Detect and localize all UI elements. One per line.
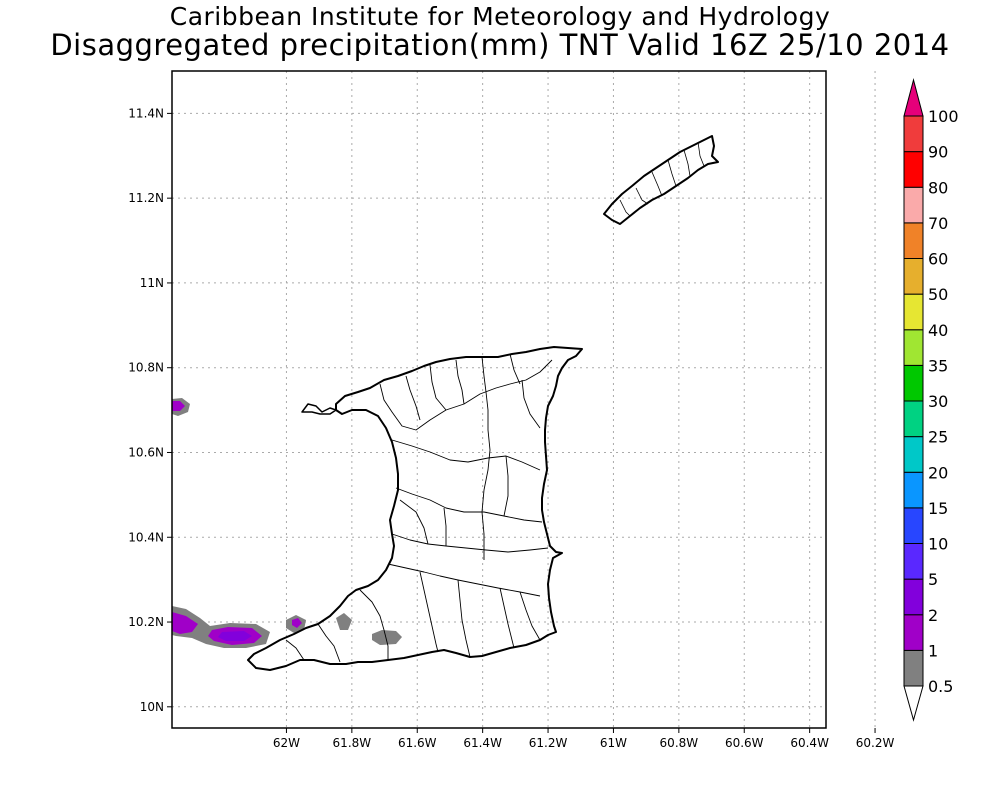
longitude-axis: 62W 61.8W 61.6W 61.4W 61.2W 61W 60.8W 60.6W 60.4… [273, 728, 895, 750]
map-title: Disaggregated precipitation(mm) TNT Vali… [50, 28, 950, 62]
legend-swatch [903, 364, 924, 402]
legend-label: 40 [928, 321, 948, 340]
tobago-coastline [603, 135, 719, 225]
lon-tick-label: 60.4W [790, 736, 829, 750]
county-boundaries [285, 353, 553, 663]
precip-patch-2mm [172, 612, 198, 634]
precipitation-areas [172, 398, 402, 648]
legend-swatch [903, 329, 924, 366]
lon-tick-label: 61.8W [333, 736, 372, 750]
lon-tick-label: 62W [273, 736, 300, 750]
map-frame [171, 70, 827, 729]
map-background [172, 71, 826, 728]
lat-tick-label: 10.8N [128, 361, 164, 375]
legend-label: 90 [928, 143, 948, 162]
legend-swatch [903, 400, 924, 438]
lat-tick-label: 11N [140, 276, 164, 290]
legend-label: 35 [928, 356, 948, 375]
trinidad-nw-peninsula [301, 403, 337, 415]
legend-bottom-arrow [903, 685, 924, 722]
lon-tick-label: 61.2W [529, 736, 568, 750]
precip-patch-1mm [336, 613, 352, 630]
lat-tick-label: 10.6N [128, 445, 164, 459]
lat-tick-label: 11.4N [128, 106, 164, 120]
lat-tick-label: 11.2N [128, 191, 164, 205]
legend-label: 20 [928, 463, 948, 482]
lat-tick-label: 10N [140, 700, 164, 714]
lat-tick-label: 10.4N [128, 530, 164, 544]
latitude-axis: 10N 10.2N 10.4N 10.6N 10.8N 11N 11.2N 11.4N [128, 106, 172, 714]
legend-label: 60 [928, 250, 948, 269]
legend-swatch [903, 543, 924, 580]
legend-label: 70 [928, 214, 948, 233]
legend-swatch [903, 222, 924, 259]
precip-patch-2mm [172, 401, 185, 411]
trinidad-island [247, 346, 583, 671]
tobago-island [603, 135, 719, 225]
lat-tick-label: 10.2N [128, 615, 164, 629]
legend-label: 80 [928, 178, 948, 197]
precip-patch-2mm [292, 618, 302, 628]
legend-label: 15 [928, 499, 948, 518]
legend-swatch [903, 151, 924, 188]
lon-tick-label: 61.4W [463, 736, 502, 750]
legend-label: 50 [928, 285, 948, 304]
legend-label: 2 [928, 606, 938, 625]
legend-swatch [903, 578, 924, 616]
grid-lines [172, 71, 876, 728]
lon-tick-label: 60.6W [725, 736, 764, 750]
legend-top-arrow [903, 78, 924, 117]
legend-label: 30 [928, 392, 948, 411]
legend-label: 25 [928, 428, 948, 447]
legend-swatch [903, 115, 924, 153]
institute-title: Caribbean Institute for Meteorology and … [169, 2, 831, 31]
legend-swatch [903, 614, 924, 651]
tobago-parish-boundaries [619, 141, 705, 217]
legend-swatch [903, 471, 924, 509]
legend-label: 0.5 [928, 677, 953, 696]
legend-swatch [903, 436, 924, 473]
legend-swatch [903, 293, 924, 331]
legend-swatch [903, 186, 924, 224]
legend-label: 10 [928, 535, 948, 554]
lon-tick-label: 60.2W [856, 736, 895, 750]
legend-swatch [903, 258, 924, 295]
legend-label: 1 [928, 641, 938, 660]
legend-swatch [903, 507, 924, 544]
precip-patch-1mm [372, 630, 402, 645]
legend-label: 5 [928, 570, 938, 589]
legend-swatch [903, 649, 924, 687]
legend-label: 100 [928, 107, 959, 126]
lon-tick-label: 61W [600, 736, 627, 750]
lon-tick-label: 61.6W [398, 736, 437, 750]
precip-patch-5mm [218, 631, 252, 641]
trinidad-coastline [247, 346, 583, 671]
lon-tick-label: 60.8W [660, 736, 699, 750]
